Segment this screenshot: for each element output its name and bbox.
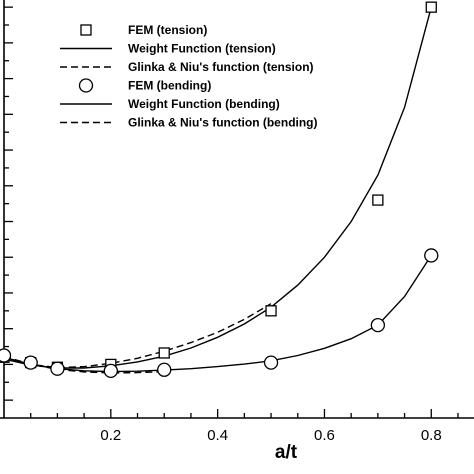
square-marker (265, 305, 277, 317)
legend-square-icon (80, 24, 92, 36)
legend-label: Glinka & Niu's function (bending) (128, 116, 318, 130)
square-marker (372, 194, 384, 206)
legend-label: FEM (tension) (128, 23, 207, 37)
circle-marker (23, 355, 38, 370)
legend-label: FEM (bending) (128, 79, 211, 93)
x-axis-title: a/t (275, 442, 298, 463)
circle-marker (50, 361, 65, 376)
square-marker (158, 347, 170, 359)
x-tick-label: 0.6 (314, 427, 335, 444)
square-marker (425, 1, 437, 13)
legend-label: Weight Function (bending) (128, 97, 280, 111)
circle-marker (370, 317, 386, 333)
legend-circle-icon (78, 78, 94, 93)
circle-marker (103, 363, 118, 378)
plot-markers (0, 1, 439, 378)
legend: FEM (tension) Weight Function (tension) Gl… (60, 23, 318, 130)
series-line-2 (3, 303, 272, 369)
circle-marker (0, 348, 12, 363)
circle-marker (263, 355, 279, 370)
x-tick-label: 0.8 (421, 427, 442, 444)
legend-label: Weight Function (tension) (128, 42, 276, 56)
circle-marker (424, 248, 439, 263)
x-tick-label: 0.2 (100, 427, 121, 444)
axis-ticks: 0.2 0.4 0.6 0.8 (4, 6, 459, 444)
x-tick-label: 0.4 (207, 427, 228, 444)
circle-marker (157, 362, 172, 377)
series-line-4 (3, 255, 432, 373)
legend-label: Glinka & Niu's function (tension) (128, 60, 314, 74)
series-line-1 (3, 6, 432, 369)
